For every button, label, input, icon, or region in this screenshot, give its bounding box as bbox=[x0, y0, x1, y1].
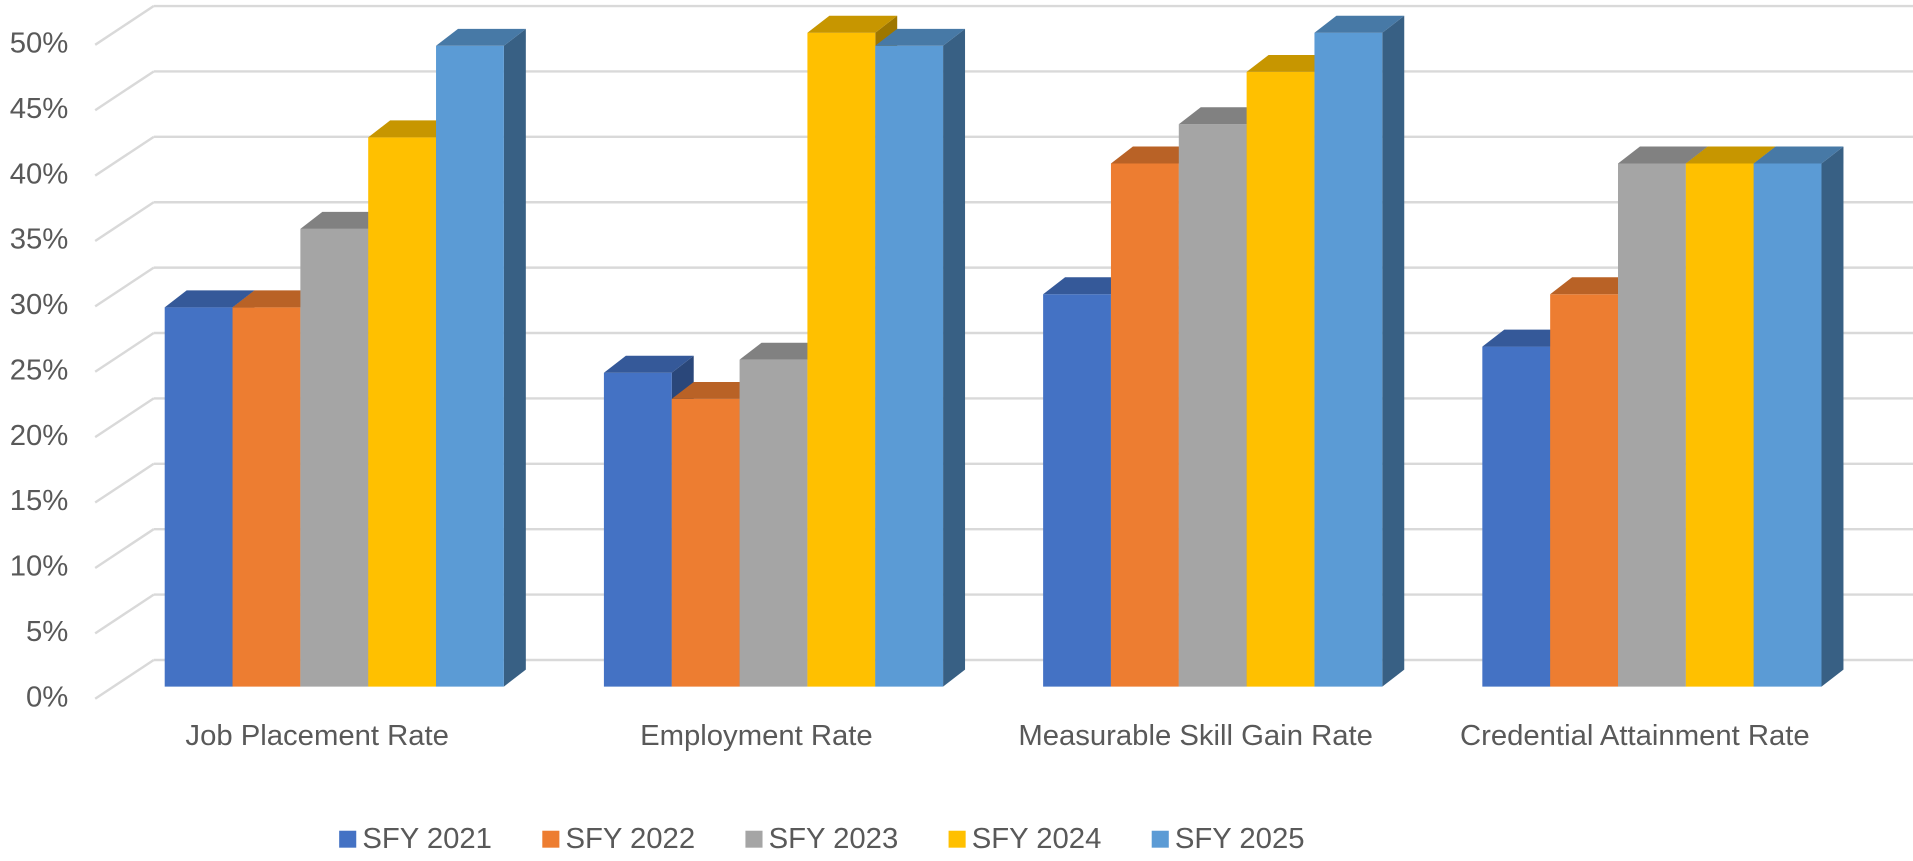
legend-swatch bbox=[339, 830, 357, 848]
bar-top bbox=[436, 28, 526, 46]
y-tick-label: 50% bbox=[10, 28, 69, 60]
x-tick-label: Credential Attainment Rate bbox=[1460, 720, 1810, 752]
bar-top bbox=[1110, 146, 1201, 164]
y-tick-label: 10% bbox=[10, 551, 69, 583]
bar-front bbox=[1753, 163, 1822, 687]
bar-top bbox=[603, 355, 694, 373]
bar-top bbox=[1314, 15, 1405, 33]
grid-line-side bbox=[94, 70, 155, 112]
bar-front bbox=[1043, 294, 1111, 687]
bar-top bbox=[875, 28, 966, 46]
x-tick-label: Measurable Skill Gain Rate bbox=[1018, 720, 1373, 752]
bar-top bbox=[232, 290, 323, 308]
grid-line-side bbox=[94, 462, 155, 504]
bar-front bbox=[603, 372, 672, 687]
grid-line-side bbox=[94, 397, 155, 439]
bar-top bbox=[164, 290, 255, 308]
y-tick-label: 20% bbox=[10, 420, 69, 452]
y-tick-label: 5% bbox=[26, 616, 68, 648]
bar bbox=[1753, 146, 1844, 687]
legend-swatch bbox=[1151, 830, 1169, 848]
bar-top bbox=[807, 15, 898, 33]
bar-front bbox=[1550, 294, 1618, 687]
x-tick-label: Employment Rate bbox=[640, 720, 873, 752]
bar-front bbox=[671, 398, 740, 687]
grid-line-side bbox=[94, 528, 155, 569]
grid-line-side bbox=[94, 5, 155, 46]
bar bbox=[875, 28, 966, 687]
y-tick-label: 45% bbox=[10, 93, 69, 125]
legend-label: SFY 2021 bbox=[362, 823, 492, 855]
bar-top bbox=[1246, 54, 1337, 72]
bar-top bbox=[1617, 146, 1708, 164]
bar-front bbox=[875, 45, 944, 687]
bar-top bbox=[1550, 277, 1640, 295]
bar-top bbox=[1685, 146, 1776, 164]
bar-front bbox=[807, 32, 876, 687]
bar-front bbox=[368, 137, 437, 687]
y-tick-label: 30% bbox=[10, 289, 69, 321]
bar-side bbox=[943, 28, 966, 687]
grid-line-side bbox=[94, 593, 155, 635]
bar-front bbox=[1685, 163, 1754, 687]
legend-swatch bbox=[542, 830, 560, 848]
bar-top bbox=[739, 342, 830, 360]
legend-label: SFY 2023 bbox=[769, 823, 899, 855]
bar-front bbox=[739, 359, 808, 687]
bar-front bbox=[436, 45, 504, 687]
grid-line-side bbox=[94, 201, 155, 242]
bar-front bbox=[1178, 124, 1247, 687]
bar-front bbox=[1482, 346, 1551, 687]
bar-front bbox=[300, 228, 369, 687]
x-tick-label: Job Placement Rate bbox=[185, 720, 449, 752]
bar-side bbox=[1821, 146, 1844, 687]
y-tick-label: 40% bbox=[10, 158, 69, 190]
legend-swatch bbox=[745, 830, 763, 848]
bar-top bbox=[1753, 146, 1844, 164]
bar bbox=[1314, 15, 1405, 687]
y-tick-label: 0% bbox=[26, 681, 68, 713]
bar-front bbox=[1314, 32, 1383, 687]
bar-front bbox=[164, 307, 233, 687]
bar bbox=[436, 28, 526, 687]
y-tick-label: 15% bbox=[10, 485, 69, 517]
grid-line-side bbox=[94, 658, 155, 700]
grid-line-side bbox=[94, 266, 155, 308]
bar-top bbox=[1178, 107, 1269, 125]
grid-line-side bbox=[94, 332, 155, 373]
y-tick-label: 25% bbox=[10, 355, 69, 387]
legend-swatch bbox=[948, 830, 966, 848]
legend-label: SFY 2025 bbox=[1175, 823, 1305, 855]
legend-label: SFY 2024 bbox=[972, 823, 1102, 855]
bar-top bbox=[1482, 329, 1573, 347]
bar-top bbox=[368, 120, 458, 138]
bar-top bbox=[1043, 277, 1133, 295]
bar-front bbox=[1246, 71, 1315, 687]
grid-line-side bbox=[94, 135, 155, 177]
bar-side bbox=[503, 28, 526, 687]
bar-front bbox=[1110, 163, 1179, 687]
bar-side bbox=[1382, 15, 1405, 687]
bar-front bbox=[1617, 163, 1686, 687]
bar-top bbox=[671, 381, 762, 399]
bar-top bbox=[300, 211, 391, 229]
bar-front bbox=[232, 307, 301, 687]
legend-label: SFY 2022 bbox=[565, 823, 695, 855]
y-tick-label: 35% bbox=[10, 224, 69, 256]
